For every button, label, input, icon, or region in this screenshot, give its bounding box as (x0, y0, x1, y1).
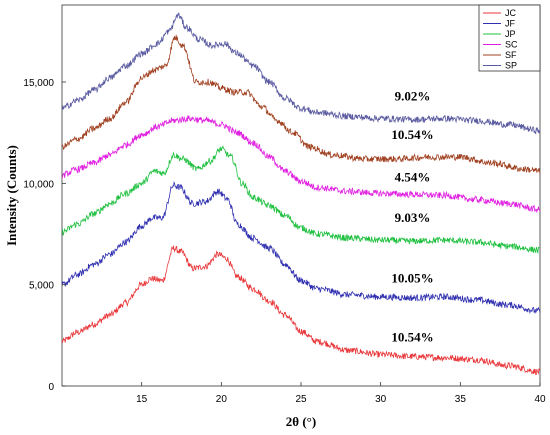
y-tick-label: 0 (48, 382, 54, 393)
x-tick-label: 15 (136, 394, 148, 405)
x-axis-title: 2θ (°) (286, 414, 316, 429)
x-tick-label: 40 (534, 394, 546, 405)
legend-box (478, 4, 541, 72)
series-line-sf (61, 34, 541, 175)
y-tick-label: 5,000 (29, 281, 54, 292)
annotation-layer: 9.02% 10.54% 4.54% 9.03% 10.05% 10.54% (391, 88, 433, 344)
percentage-label: 10.54% (391, 329, 433, 344)
axis-layer: 15 20 25 30 35 40 0 5,000 10,000 15,000 (23, 78, 546, 405)
series-layer (61, 12, 541, 376)
legend-label: SC (505, 40, 518, 50)
y-tick-label: 15,000 (23, 78, 54, 89)
legend-label: JP (505, 29, 516, 39)
percentage-label: 10.05% (391, 271, 433, 286)
x-tick-label: 20 (216, 394, 228, 405)
y-tick-label: 10,000 (23, 179, 54, 190)
x-tick-label: 25 (295, 394, 307, 405)
percentage-label: 9.03% (395, 210, 431, 225)
percentage-label: 10.54% (391, 127, 433, 142)
legend-label: SF (505, 50, 517, 60)
series-line-sc (61, 115, 541, 213)
legend-label: JF (505, 19, 516, 29)
legend-label: JC (505, 8, 517, 18)
series-line-jf (61, 181, 541, 315)
series-line-sp (61, 12, 541, 135)
series-line-jc (61, 245, 541, 376)
percentage-label: 9.02% (395, 88, 431, 103)
legend-label: SP (505, 61, 517, 71)
x-tick-label: 30 (375, 394, 387, 405)
y-axis-title: Intensity (Counts) (4, 145, 19, 246)
percentage-label: 4.54% (395, 169, 431, 184)
series-line-jp (61, 145, 541, 255)
x-tick-label: 35 (455, 394, 467, 405)
